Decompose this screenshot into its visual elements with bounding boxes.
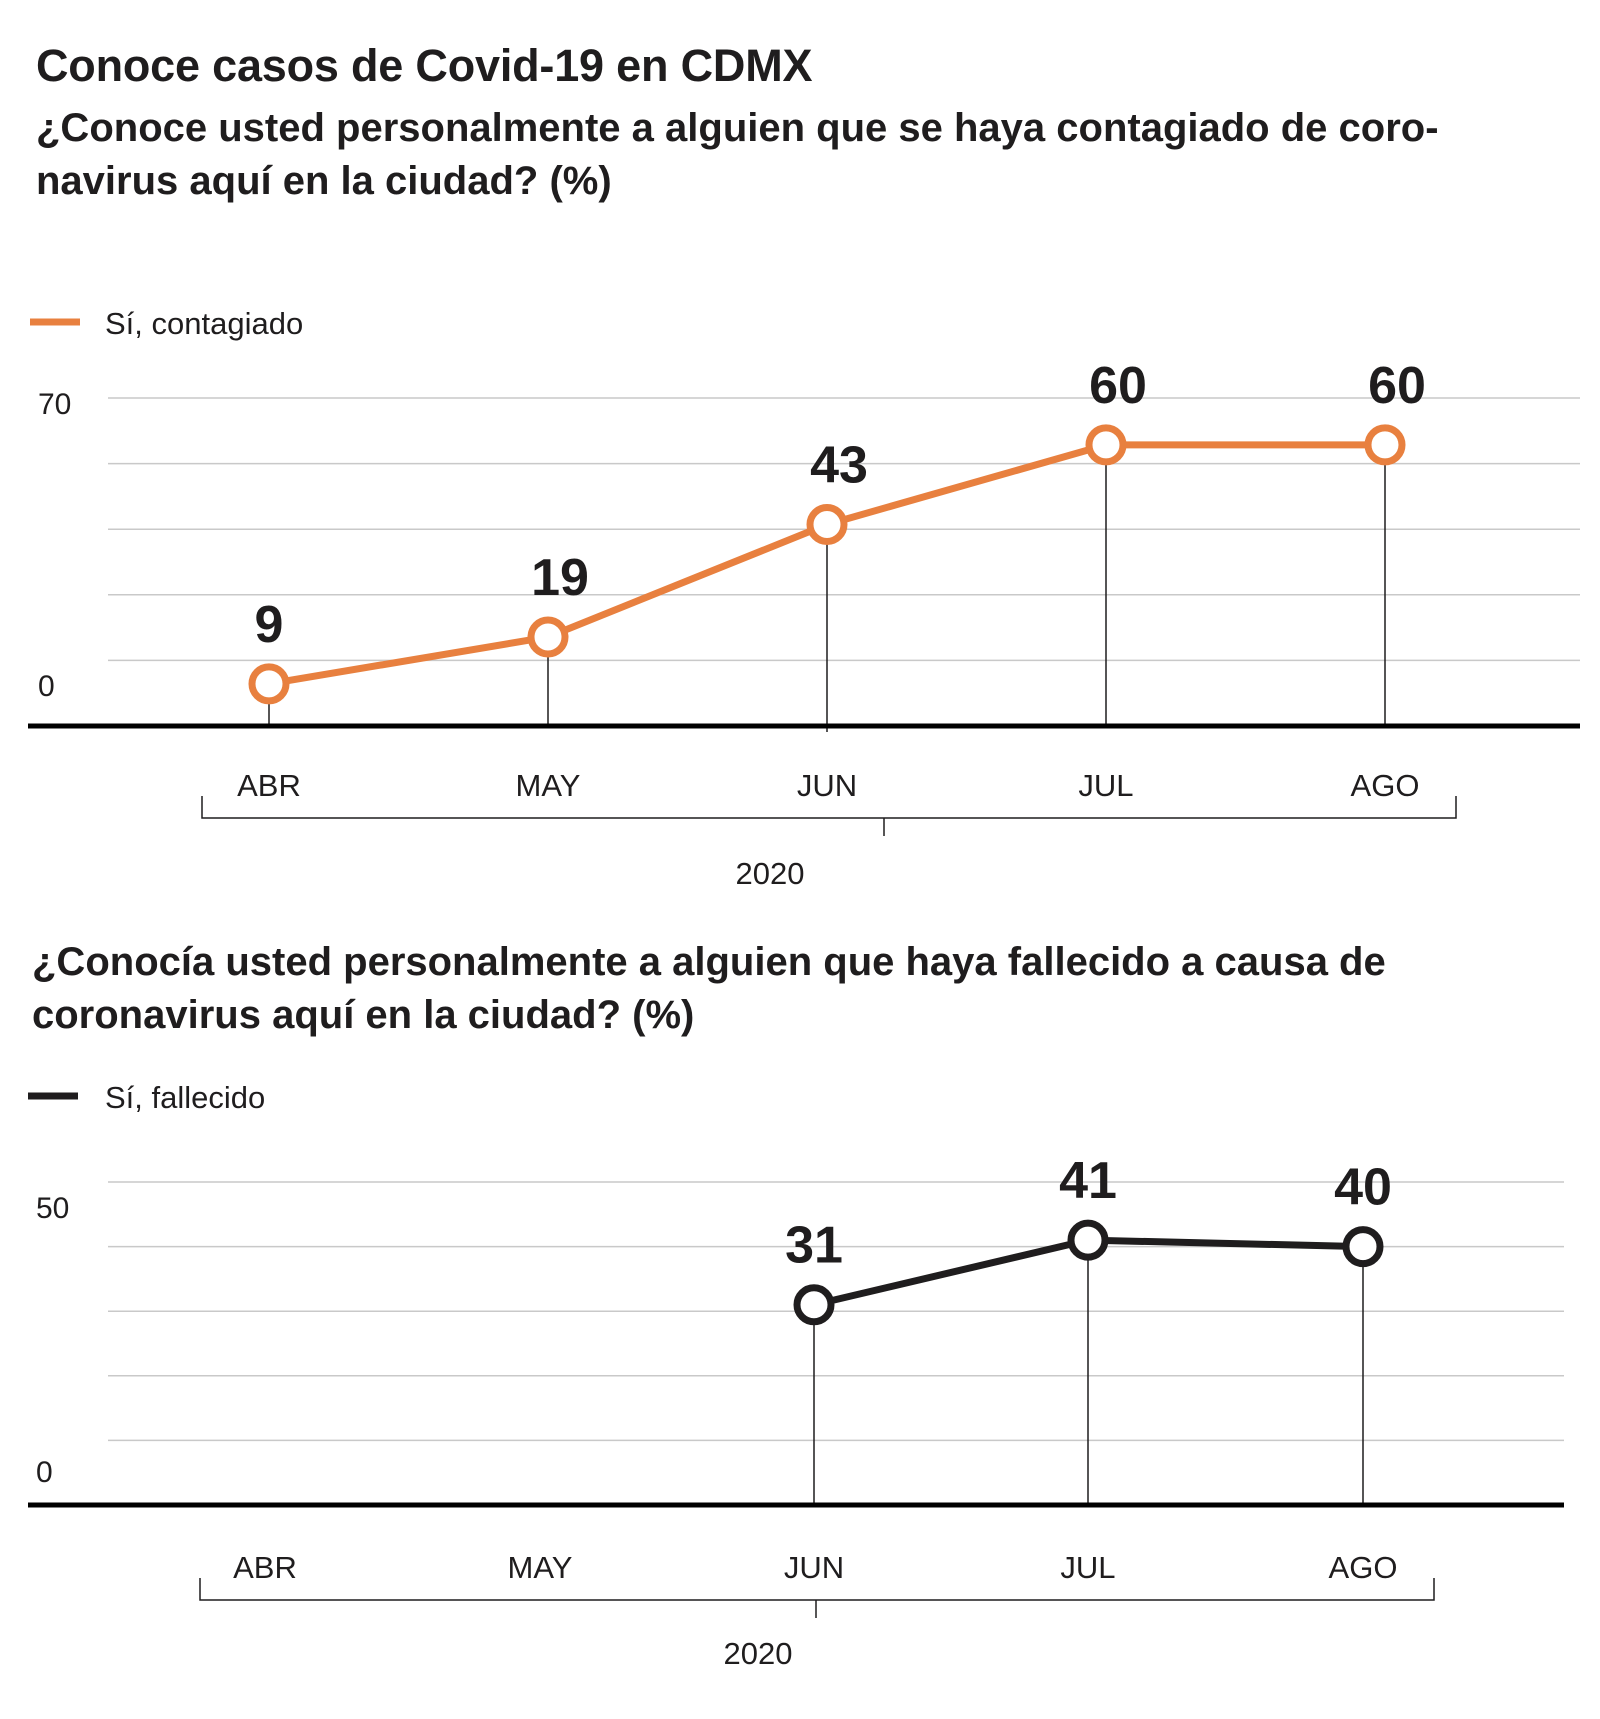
legend-label: Sí, contagiado — [105, 306, 303, 341]
year-bracket — [201, 796, 1457, 819]
x-tick-label: JUL — [1060, 1550, 1115, 1585]
data-label: 41 — [1059, 1152, 1117, 1210]
year-label: 2020 — [724, 1636, 793, 1671]
data-label: 60 — [1368, 357, 1426, 415]
data-label: 60 — [1089, 357, 1147, 415]
data-point — [1364, 424, 1406, 466]
data-point — [793, 1284, 835, 1326]
data-label: 19 — [531, 549, 589, 607]
chart-2-subtitle: ¿Conocía usted personalmente a alguien q… — [32, 940, 1386, 1037]
legend-label: Sí, fallecido — [105, 1080, 265, 1115]
x-tick-label: ABR — [237, 768, 301, 803]
data-point — [248, 663, 290, 705]
data-point — [806, 504, 848, 546]
year-bracket — [199, 1578, 1435, 1601]
x-tick-label: JUN — [784, 1550, 844, 1585]
data-label: 40 — [1334, 1159, 1392, 1217]
x-tick-label: JUN — [797, 768, 857, 803]
x-tick-label: ABR — [233, 1550, 297, 1585]
data-point — [1085, 424, 1127, 466]
x-tick-label: MAY — [516, 768, 581, 803]
data-point — [527, 616, 569, 658]
x-tick-label: MAY — [508, 1550, 573, 1585]
data-point — [1342, 1226, 1384, 1268]
page-title: Conoce casos de Covid-19 en CDMX — [36, 40, 813, 91]
y-tick-label: 0 — [36, 1456, 53, 1489]
data-label: 31 — [785, 1217, 843, 1275]
contagiado-line-chart: 70 0 Sí, contagiado 9 19 43 60 60 ABR MAY JUN JUL AG… — [28, 306, 1580, 891]
y-tick-label: 0 — [38, 670, 55, 703]
chart-1-subtitle: ¿Conoce usted personalmente a alguien qu… — [36, 106, 1439, 203]
x-tick-label: JUL — [1078, 768, 1133, 803]
y-tick-label: 70 — [38, 388, 71, 421]
x-tick-label: AGO — [1351, 768, 1420, 803]
data-label: 9 — [255, 596, 284, 654]
data-point — [1067, 1219, 1109, 1261]
y-tick-label: 50 — [36, 1192, 69, 1225]
year-label: 2020 — [736, 856, 805, 891]
x-tick-label: AGO — [1329, 1550, 1398, 1585]
data-label: 43 — [810, 437, 868, 495]
